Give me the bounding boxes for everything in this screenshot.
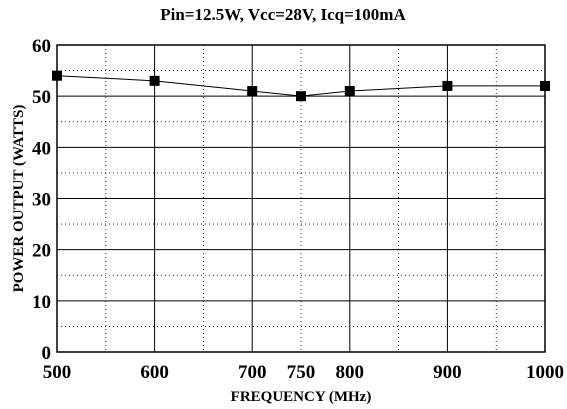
x-axis-label: FREQUENCY (MHz) (231, 389, 372, 405)
y-axis-label: POWER OUTPUT (WATTS) (11, 105, 27, 293)
x-tick-label: 750 (287, 362, 316, 383)
x-tick-label: 900 (433, 362, 462, 383)
minor-grid (57, 45, 545, 352)
y-tick-label: 40 (32, 138, 51, 159)
data-point-marker (442, 80, 453, 91)
x-tick-label: 700 (238, 362, 267, 383)
y-axis-ticks: 0 10 20 30 40 50 60 (32, 36, 51, 364)
data-point-marker (149, 75, 160, 86)
y-tick-label: 30 (32, 190, 51, 211)
series-layer (52, 70, 550, 102)
data-point-marker (247, 86, 258, 97)
data-point-marker (52, 70, 62, 81)
data-point-marker (296, 91, 306, 102)
x-tick-label: 800 (336, 362, 365, 383)
x-axis-ticks: 500 600 700 800 900 1000 750 (43, 362, 564, 383)
chart-title: Pin=12.5W, Vcc=28V, Icq=100mA (160, 5, 406, 24)
y-tick-label: 60 (32, 36, 51, 57)
x-tick-label: 1000 (526, 362, 564, 383)
data-point-marker (540, 80, 550, 91)
plot-area-frame (56, 44, 546, 353)
data-point-marker (344, 86, 355, 97)
y-tick-label: 20 (32, 241, 51, 262)
major-grid (57, 45, 545, 352)
x-tick-label: 500 (43, 362, 72, 383)
y-tick-label: 0 (42, 343, 52, 364)
y-tick-label: 50 (32, 87, 51, 108)
x-tick-label: 600 (140, 362, 169, 383)
y-tick-label: 10 (32, 292, 51, 313)
